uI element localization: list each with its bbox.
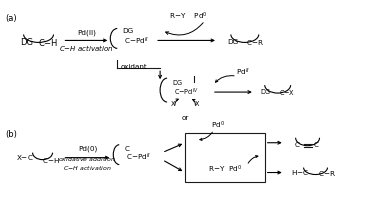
Text: Pd(II): Pd(II) (77, 29, 96, 36)
Text: DG: DG (261, 89, 271, 95)
Text: C$-$Pd$^{II}$: C$-$Pd$^{II}$ (124, 36, 149, 47)
Text: H$-$C: H$-$C (291, 168, 309, 177)
Bar (185, 133, 265, 183)
Text: C: C (124, 146, 129, 152)
Text: oxidant: oxidant (120, 64, 147, 70)
Text: X$-$C: X$-$C (16, 153, 33, 162)
Text: C$-$H: C$-$H (38, 37, 59, 48)
Text: $\it{oxidative\ addition}$: $\it{oxidative\ addition}$ (59, 155, 116, 163)
Text: DG: DG (20, 38, 33, 47)
Text: DG: DG (227, 39, 239, 45)
Text: $\it{C}$$-$$\it{H}$ $\it{activation}$: $\it{C}$$-$$\it{H}$ $\it{activation}$ (63, 164, 112, 172)
Text: or: or (181, 115, 189, 121)
Text: DG: DG (172, 80, 182, 86)
Text: Pd(0): Pd(0) (78, 145, 97, 152)
Text: C$-$H: C$-$H (41, 156, 59, 165)
Text: $\it{C}$$-$$\it{H}$ $\it{activation}$: $\it{C}$$-$$\it{H}$ $\it{activation}$ (59, 43, 114, 53)
Text: C$-$R: C$-$R (318, 169, 336, 178)
Text: C$-$X: C$-$X (279, 88, 295, 97)
Text: R$-$Y  Pd$^{0}$: R$-$Y Pd$^{0}$ (208, 164, 242, 175)
Text: DG: DG (122, 28, 133, 34)
Text: Pd$^{0}$: Pd$^{0}$ (211, 120, 225, 131)
Text: X: X (195, 101, 199, 107)
Text: R$-$Y    Pd$^{0}$: R$-$Y Pd$^{0}$ (169, 11, 207, 22)
Text: X: X (171, 101, 175, 107)
Text: C: C (295, 142, 300, 148)
Text: (b): (b) (6, 130, 17, 139)
Text: Pd$^{II}$: Pd$^{II}$ (236, 67, 250, 78)
Text: C$-$Pd$^{IV}$: C$-$Pd$^{IV}$ (174, 87, 199, 98)
Text: (a): (a) (6, 14, 17, 23)
Text: C: C (314, 142, 319, 148)
Text: C$-$R: C$-$R (246, 38, 264, 47)
Text: C$-$Pd$^{II}$: C$-$Pd$^{II}$ (126, 152, 151, 163)
